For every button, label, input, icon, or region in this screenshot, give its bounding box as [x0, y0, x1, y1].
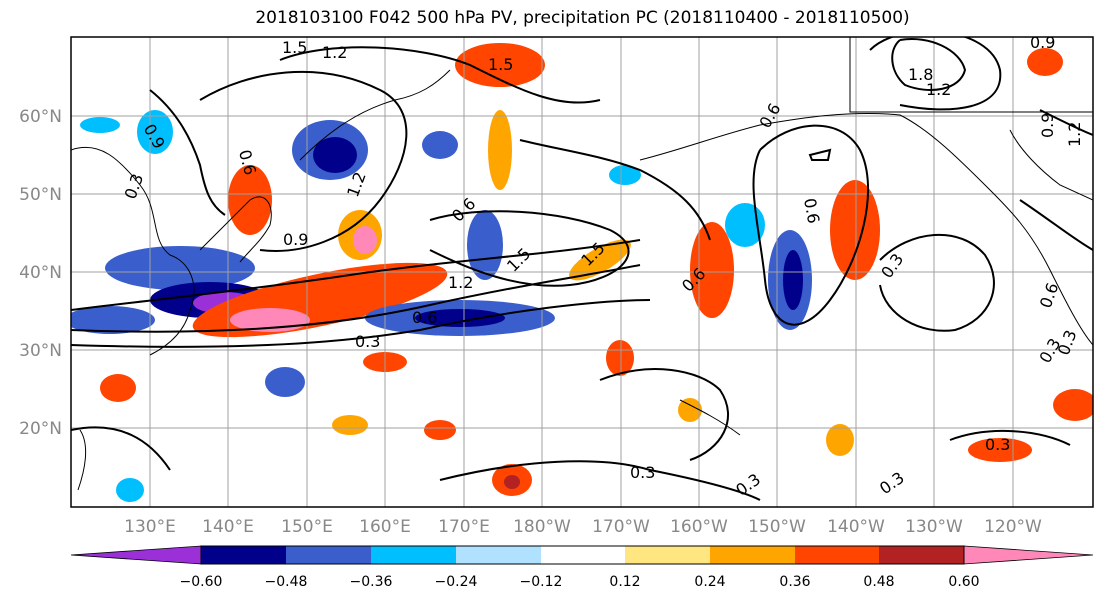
- figure-title: 2018103100 F042 500 hPa PV, precipitatio…: [255, 8, 910, 28]
- lon-label: 160°W: [670, 517, 728, 537]
- lon-label: 150°W: [748, 517, 806, 537]
- colorbar-tick-label: 0.24: [694, 574, 725, 590]
- lat-label: 60°N: [19, 107, 62, 127]
- contour-label: 1.2: [448, 273, 473, 292]
- colorbar-segment: [286, 546, 371, 564]
- colorbar-segment: [456, 546, 541, 564]
- lon-label: 120°W: [984, 517, 1042, 537]
- colorbar-segment: [795, 546, 879, 564]
- lon-label: 130°W: [905, 517, 963, 537]
- latitude-axis: 60°N 50°N 40°N 30°N 20°N: [19, 107, 62, 439]
- colorbar-tick-label: −0.48: [265, 574, 308, 590]
- colorbar-segment: [710, 546, 795, 564]
- lon-label: 160°E: [359, 517, 411, 537]
- contour-label: 1.2: [322, 43, 347, 62]
- lon-label: 170°E: [438, 517, 490, 537]
- lon-label: 140°W: [827, 517, 885, 537]
- lat-label: 40°N: [19, 263, 62, 283]
- lon-label: 170°W: [592, 517, 650, 537]
- colorbar-segment: [963, 545, 1094, 565]
- lat-label: 30°N: [19, 341, 62, 361]
- lon-label: 140°E: [202, 517, 254, 537]
- graticule: [71, 37, 1093, 507]
- lon-label: 150°E: [281, 517, 333, 537]
- contour-label: 0.3: [630, 463, 655, 482]
- colorbar-segment: [70, 545, 202, 565]
- lat-label: 50°N: [19, 185, 62, 205]
- colorbar-segment: [879, 546, 964, 564]
- colorbar-tick-label: 0.12: [609, 574, 640, 590]
- contour-label: 1.2: [1065, 122, 1084, 147]
- contour-label: 0.6: [412, 308, 437, 327]
- colorbar-segment: [625, 546, 710, 564]
- lat-label: 20°N: [19, 419, 62, 439]
- contour-label: 0.3: [355, 332, 380, 351]
- longitude-axis: 130°E 140°E 150°E 160°E 170°E 180°W 170°…: [124, 517, 1042, 537]
- colorbar: −0.60 −0.48 −0.36 −0.24 −0.12 0.12 0.24 …: [70, 545, 1094, 590]
- colorbar-segment: [541, 546, 625, 564]
- contour-label: 0.6: [800, 197, 823, 225]
- colorbar-tick-label: −0.12: [520, 574, 563, 590]
- pv-contours: [71, 37, 1093, 501]
- colorbar-tick-label: −0.36: [350, 574, 393, 590]
- contour-label: 0.9: [1030, 33, 1055, 52]
- colorbar-tick-label: 0.36: [779, 574, 810, 590]
- coastlines: [71, 37, 1093, 491]
- colorbar-segment: [371, 546, 456, 564]
- map-frame: [70, 36, 1094, 508]
- contour-label: 0.9: [283, 230, 308, 249]
- lon-label: 180°W: [513, 517, 571, 537]
- contour-label: 1.5: [282, 38, 307, 57]
- contour-label: 0.3: [985, 435, 1010, 454]
- colorbar-tick-label: 0.60: [948, 574, 979, 590]
- contour-label: 1.8: [908, 65, 933, 84]
- contour-label: 1.5: [488, 55, 513, 74]
- contour-label: 1.2: [926, 80, 951, 99]
- colorbar-tick-label: 0.48: [863, 574, 894, 590]
- map-plot-area: 1.5 1.2 0.9 0.6 0.3 1.5 1.2 0.9 0.6 0.3 …: [71, 33, 1093, 507]
- contour-label: 0.9: [1038, 113, 1057, 138]
- colorbar-segment: [201, 546, 286, 564]
- colorbar-tick-label: −0.24: [435, 574, 478, 590]
- lon-label: 130°E: [124, 517, 176, 537]
- colorbar-tick-label: −0.60: [180, 574, 223, 590]
